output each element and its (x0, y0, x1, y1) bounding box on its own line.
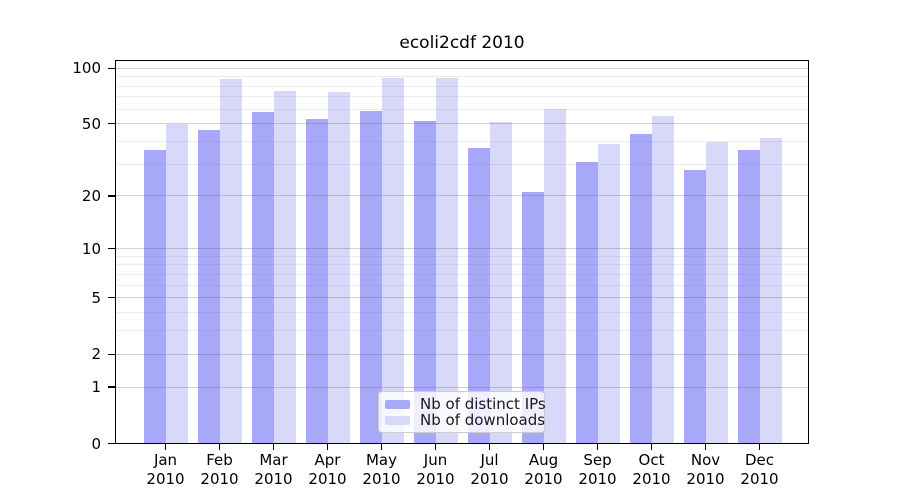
x-tick-jun (434, 443, 437, 450)
y-tick-50 (108, 123, 115, 125)
y-tick-label-1: 1 (91, 378, 101, 397)
x-tick-nov (704, 443, 707, 450)
x-tick-label-oct: Oct 2010 (632, 451, 671, 488)
y-tick-label-0: 0 (91, 434, 101, 453)
legend-label-distinct-ips: Nb of distinct IPs (420, 395, 546, 413)
x-tick-label-mar: Mar 2010 (254, 451, 293, 488)
y-tick-2 (108, 353, 115, 355)
x-tick-label-jun: Jun 2010 (416, 451, 455, 488)
x-tick-jul (488, 443, 491, 450)
legend-swatch-distinct-ips (385, 399, 410, 409)
y-tick-label-10: 10 (81, 239, 101, 258)
bar-downloads-apr (327, 92, 350, 444)
x-tick-aug (542, 443, 545, 450)
major-gridline-50 (115, 123, 809, 125)
bar-distinct-ips-mar (251, 111, 274, 444)
major-gridline-10 (115, 248, 809, 250)
minor-gridline-90 (115, 76, 809, 78)
bar-downloads-may (381, 77, 404, 444)
y-tick-1 (108, 386, 115, 388)
bar-downloads-dec (759, 137, 782, 444)
bar-downloads-sep (597, 143, 620, 444)
bar-distinct-ips-may (359, 110, 382, 444)
bar-downloads-oct (651, 116, 674, 444)
minor-gridline-60 (115, 108, 809, 110)
x-tick-label-nov: Nov 2010 (686, 451, 725, 488)
y-tick-100 (108, 67, 115, 69)
x-tick-label-jul: Jul 2010 (470, 451, 509, 488)
minor-gridline-6 (115, 284, 809, 286)
bar-downloads-jun (435, 77, 458, 444)
y-tick-label-5: 5 (91, 288, 101, 307)
bar-downloads-feb (219, 79, 242, 444)
minor-gridline-4 (115, 312, 809, 314)
bar-distinct-ips-nov (683, 169, 706, 444)
bar-downloads-jul (489, 122, 512, 444)
minor-gridline-40 (115, 141, 809, 143)
x-tick-dec (758, 443, 761, 450)
major-gridline-5 (115, 297, 809, 299)
legend-item-downloads: Nb of downloads (385, 411, 545, 429)
bar-distinct-ips-jun (413, 120, 436, 444)
y-tick-label-100: 100 (72, 59, 101, 78)
x-tick-label-jan: Jan 2010 (146, 451, 185, 488)
x-tick-label-apr: Apr 2010 (308, 451, 347, 488)
chart-title: ecoli2cdf 2010 (399, 33, 525, 53)
minor-gridline-8 (115, 264, 809, 266)
y-tick-5 (108, 297, 115, 299)
legend-label-downloads: Nb of downloads (420, 411, 546, 429)
x-tick-sep (596, 443, 599, 450)
bar-distinct-ips-aug (521, 192, 544, 444)
y-tick-label-2: 2 (91, 345, 101, 364)
bar-distinct-ips-apr (305, 119, 328, 444)
minor-gridline-9 (115, 255, 809, 257)
bar-distinct-ips-dec (737, 149, 760, 444)
major-gridline-20 (115, 195, 809, 197)
y-tick-label-20: 20 (81, 186, 101, 205)
minor-gridline-80 (115, 85, 809, 87)
x-tick-may (380, 443, 383, 450)
minor-gridline-70 (115, 96, 809, 98)
x-tick-mar (272, 443, 275, 450)
x-tick-label-sep: Sep 2010 (578, 451, 617, 488)
legend: Nb of distinct IPs Nb of downloads (378, 391, 546, 433)
legend-item-distinct-ips: Nb of distinct IPs (385, 395, 546, 413)
bar-distinct-ips-sep (575, 161, 598, 444)
bar-downloads-nov (705, 141, 728, 444)
x-tick-oct (650, 443, 653, 450)
y-tick-0 (108, 442, 115, 445)
major-gridline-2 (115, 353, 809, 355)
y-tick-10 (108, 247, 115, 250)
major-gridline-1 (115, 386, 809, 388)
major-gridline-100 (115, 67, 809, 69)
bar-distinct-ips-feb (197, 130, 220, 444)
x-tick-label-aug: Aug 2010 (524, 451, 563, 488)
bar-distinct-ips-jan (143, 149, 166, 444)
y-tick-20 (108, 195, 115, 197)
x-tick-apr (326, 443, 329, 450)
x-tick-label-may: May 2010 (362, 451, 401, 488)
bar-distinct-ips-oct (629, 134, 652, 444)
x-tick-feb (218, 443, 221, 450)
legend-swatch-downloads (385, 415, 410, 425)
bar-downloads-mar (273, 91, 296, 444)
bar-distinct-ips-jul (467, 147, 490, 444)
minor-gridline-3 (115, 330, 809, 332)
bar-downloads-jan (165, 123, 188, 444)
plot-area: Nb of distinct IPs Nb of downloads 100 50… (72, 59, 809, 488)
minor-gridline-30 (115, 163, 809, 165)
minor-gridline-7 (115, 273, 809, 275)
x-tick-label-dec: Dec 2010 (740, 451, 779, 488)
x-tick-jan (164, 443, 167, 450)
y-tick-label-50: 50 (81, 114, 101, 133)
x-tick-label-feb: Feb 2010 (200, 451, 239, 488)
bar-downloads-aug (543, 109, 566, 444)
